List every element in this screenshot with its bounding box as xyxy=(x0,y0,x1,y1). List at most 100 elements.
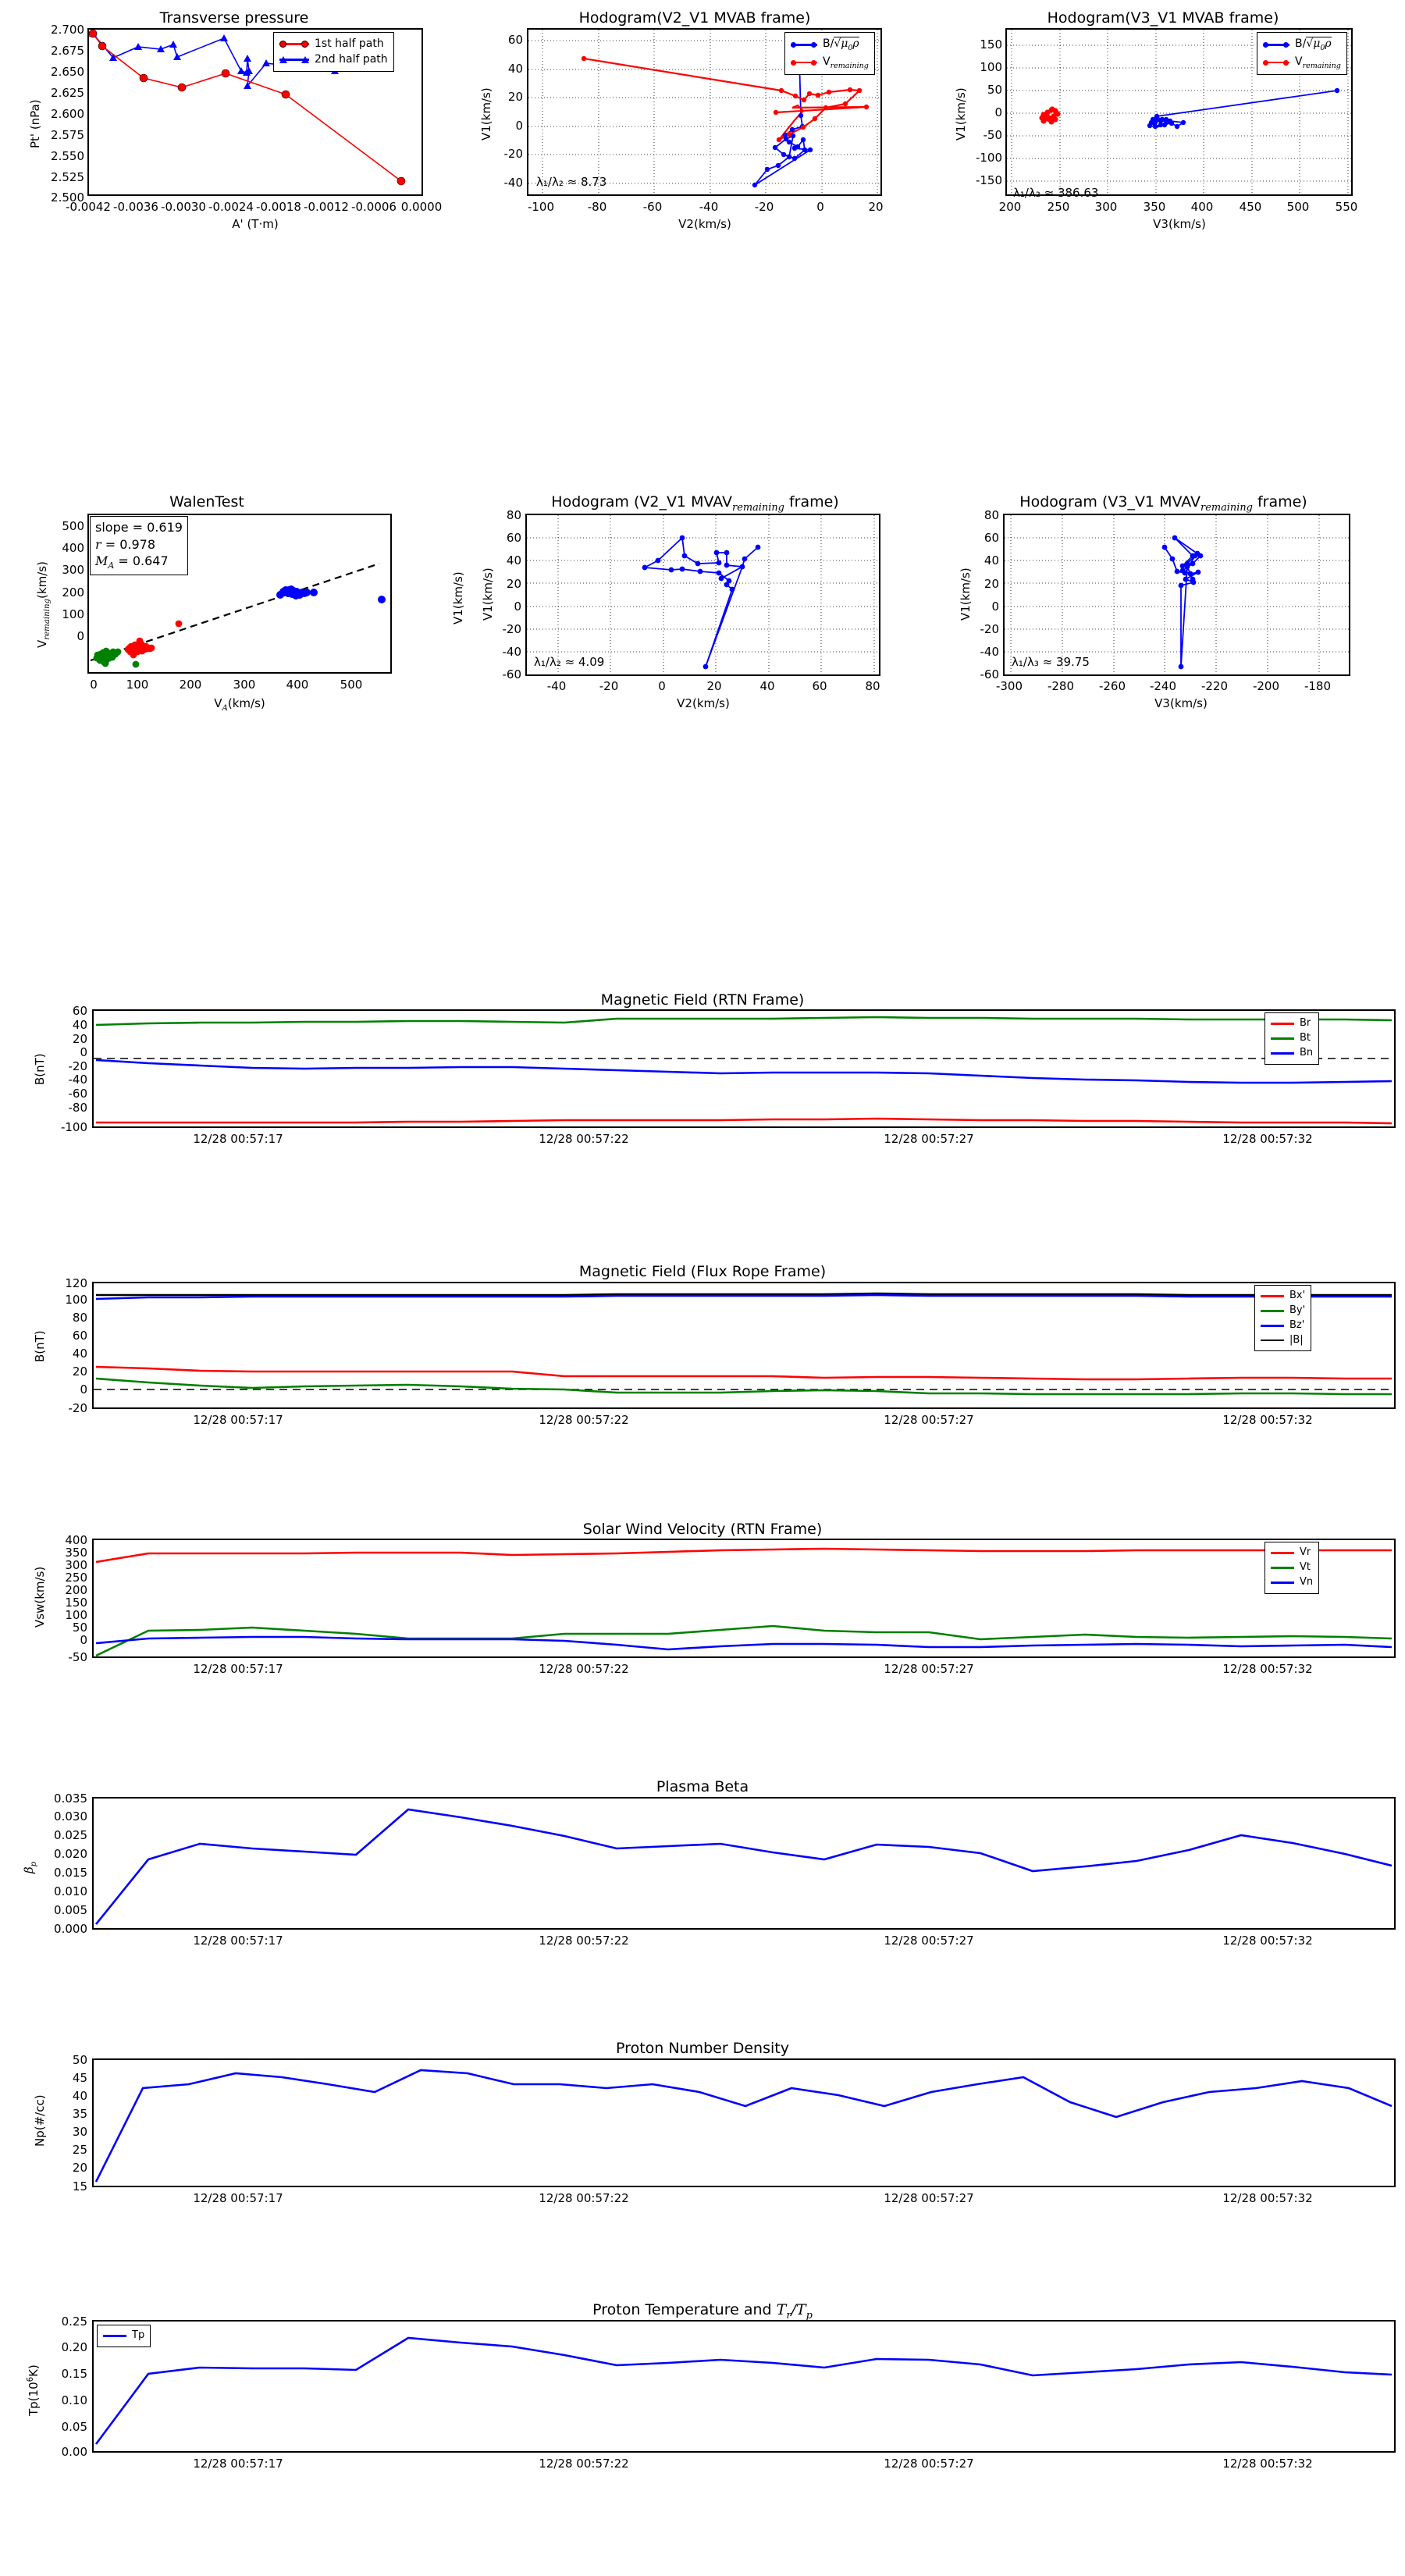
series-b-alfven-line xyxy=(754,57,813,186)
y-tick: 2.550 xyxy=(51,149,84,163)
legend-swatch-bz xyxy=(1261,1321,1284,1330)
y-axis-label: V1(km/s) xyxy=(479,87,493,141)
x-tick: 12/28 00:57:32 xyxy=(1222,1934,1313,1948)
y-tick: 2.650 xyxy=(51,65,84,79)
legend-swatch-by xyxy=(1261,1306,1284,1315)
plot-area xyxy=(92,1282,1396,1409)
x-tick: -0.0024 xyxy=(208,200,254,214)
y-tick: 20 xyxy=(984,577,999,591)
series-trajectory xyxy=(642,536,759,667)
legend-swatch-b-alfven xyxy=(1263,40,1289,49)
eigenvalue-ratio-annotation: λ₁/λ₂ ≈ 8.73 xyxy=(536,175,607,189)
legend-item: B/√μ0ρ xyxy=(1263,36,1341,54)
y-tick: 300 xyxy=(65,1558,87,1572)
y-tick: 50 xyxy=(987,83,1002,97)
x-tick: -100 xyxy=(527,200,555,214)
y-tick: -50 xyxy=(983,128,1003,142)
x-tick: 12/28 00:57:17 xyxy=(193,2191,283,2205)
x-tick: 300 xyxy=(1094,200,1118,214)
y-tick: -60 xyxy=(980,667,1000,681)
y-tick: 20 xyxy=(72,2161,87,2175)
x-tick: 12/28 00:57:17 xyxy=(193,1662,283,1676)
x-tick: -0.0042 xyxy=(66,200,111,214)
hodogram-v2v1-mvav-svg xyxy=(527,515,879,674)
panel-title: Hodogram (V2_V1 MVAVremaining frame) xyxy=(551,493,839,514)
y-tick: 15 xyxy=(72,2179,87,2194)
x-tick: 200 xyxy=(179,678,202,692)
x-tick: -20 xyxy=(754,200,774,214)
y-tick: 400 xyxy=(62,541,84,555)
series-vr xyxy=(95,1547,1392,1564)
plot-area xyxy=(92,2058,1396,2187)
series-vt xyxy=(95,1624,1393,1656)
series-bz xyxy=(95,1293,1392,1300)
legend-label: Bx' xyxy=(1289,1290,1306,1301)
y-tick: 2.625 xyxy=(51,86,84,100)
y-tick: 120 xyxy=(65,1276,87,1290)
y-tick: -50 xyxy=(68,1650,88,1664)
panel-title: Hodogram(V2_V1 MVAB frame) xyxy=(578,9,811,27)
series-bn xyxy=(95,1059,1393,1084)
x-tick: 500 xyxy=(1286,200,1310,214)
x-tick: 400 xyxy=(286,678,309,692)
legend-swatch-vremaining xyxy=(1263,58,1289,67)
y-tick: -150 xyxy=(975,173,1002,187)
y-tick: 0 xyxy=(80,1382,87,1397)
y-tick: -20 xyxy=(980,622,1000,636)
y-tick: 250 xyxy=(65,1571,87,1585)
stat-r: r = 0.978 xyxy=(95,536,156,552)
walen-stats-box: slope = 0.619 r = 0.978 MA = 0.647 xyxy=(90,516,188,576)
x-tick: -260 xyxy=(1098,679,1126,693)
legend-item: Bn xyxy=(1271,1046,1313,1061)
x-tick: 12/28 00:57:22 xyxy=(539,1132,629,1146)
x-axis-label: A' (T·m) xyxy=(232,217,279,231)
legend-label-vremaining: Vremaining xyxy=(1295,55,1341,70)
y-tick: 200 xyxy=(62,585,84,600)
y-tick: -100 xyxy=(975,151,1002,165)
panel-title: Transverse pressure xyxy=(159,9,309,27)
x-tick: 0 xyxy=(90,678,98,692)
x-tick: 12/28 00:57:22 xyxy=(539,2191,629,2205)
y-tick: 25 xyxy=(72,2143,87,2157)
x-tick: 12/28 00:57:17 xyxy=(193,1413,283,1427)
legend-label: Vt xyxy=(1300,1560,1311,1573)
y-tick: -20 xyxy=(68,1059,88,1073)
x-tick: -60 xyxy=(642,200,663,214)
series-b-alfven-markers xyxy=(1147,87,1340,130)
y-tick: 40 xyxy=(72,1347,87,1361)
x-tick: -80 xyxy=(587,200,607,214)
y-tick: 20 xyxy=(72,1364,87,1379)
x-axis-label: V3(km/s) xyxy=(1153,217,1206,231)
y-tick: 400 xyxy=(65,1533,87,1547)
x-tick: 100 xyxy=(126,678,149,692)
red-cluster-points xyxy=(124,620,183,659)
y-tick: -80 xyxy=(68,1101,88,1115)
x-tick: 20 xyxy=(706,679,722,693)
x-tick: 400 xyxy=(1190,200,1214,214)
np-svg xyxy=(94,2069,1393,2183)
series-vremaining-markers xyxy=(581,55,870,143)
y-tick: 50 xyxy=(72,2053,87,2067)
y-tick: 20 xyxy=(72,1032,87,1046)
y-tick: 2.675 xyxy=(51,44,84,58)
y-axis-label: Np(#/cc) xyxy=(33,2094,47,2147)
legend-item: Vr xyxy=(1271,1546,1313,1560)
legend-swatch-vn xyxy=(1271,1578,1294,1587)
vsw-svg xyxy=(95,1547,1393,1656)
legend-item: Bt xyxy=(1271,1031,1313,1046)
x-tick: -0.0036 xyxy=(113,200,158,214)
legend-label: |B| xyxy=(1289,1333,1304,1346)
series-babs xyxy=(96,1292,1392,1297)
y-axis-label: Pt' (nPa) xyxy=(28,99,42,148)
x-tick: 12/28 00:57:22 xyxy=(539,1662,629,1676)
x-tick: 12/28 00:57:17 xyxy=(193,2457,283,2471)
legend-item: B/√μ0ρ xyxy=(791,36,869,54)
x-axis-label: V3(km/s) xyxy=(1154,696,1208,710)
y-tick: -40 xyxy=(502,645,522,659)
y-tick: -60 xyxy=(68,1087,88,1101)
legend-label-b-alfven: B/√μ0ρ xyxy=(823,37,859,52)
x-tick: 20 xyxy=(868,200,884,214)
series-br xyxy=(96,1117,1393,1125)
y-tick: 0.15 xyxy=(61,2367,87,2381)
y-tick: -60 xyxy=(502,667,522,681)
